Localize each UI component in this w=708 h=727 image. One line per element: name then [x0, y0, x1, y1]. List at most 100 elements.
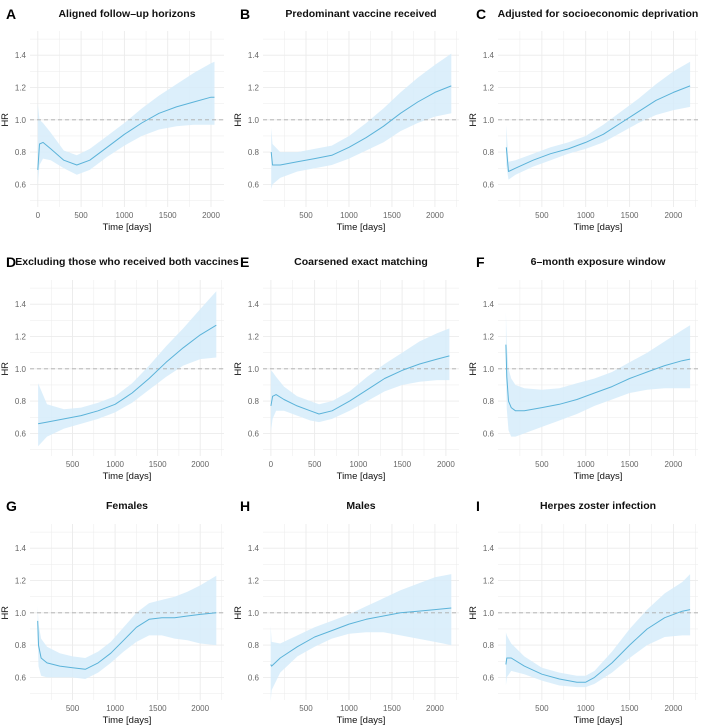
panel-a-ytick-label: 0.6 [15, 180, 27, 189]
panel-e-confidence-band [270, 328, 450, 432]
panel-i-ylabel: HR [468, 606, 479, 620]
panel-f: F 6–month exposure window 500 1000 1500 2000 0… [468, 254, 698, 482]
panel-f-confidence-band [505, 312, 691, 437]
panel-g-xtick-label: 500 [66, 704, 80, 713]
panel-d-xlabel: Time [days] [103, 471, 152, 482]
panel-i-xtick-label: 500 [535, 704, 549, 713]
panel-h-xtick-label: 1000 [340, 704, 358, 713]
panel-f-ytick-label: 1.4 [483, 300, 495, 309]
panel-h-hr-line [270, 607, 452, 667]
panel-d-xtick-label: 1500 [149, 460, 167, 469]
panel-i-xtick-label: 1000 [577, 704, 595, 713]
panel-i: I Herpes zoster infection 500 1000 1500 2000 0… [468, 498, 698, 726]
panel-b-xtick-label: 1500 [383, 211, 401, 220]
panel-h-title: Males [346, 500, 375, 512]
panel-f-xtick-label: 500 [535, 460, 549, 469]
panel-g-hr-line [37, 612, 217, 670]
panel-h: H Males 500 1000 1500 2000 0.6 0.8 1.0 1.2 1.4 Time… [233, 498, 459, 726]
panel-a-letter: A [6, 6, 16, 22]
panel-b-grid-minor [263, 31, 459, 207]
panel-i-hr-line [505, 609, 691, 683]
panel-f-ytick-label: 0.6 [483, 429, 495, 438]
panel-g-ytick-label: 1.4 [15, 544, 27, 553]
panel-g-xlabel: Time [days] [103, 715, 152, 726]
panel-b-ytick-label: 1.2 [248, 84, 260, 93]
panel-a-grid-minor [30, 31, 224, 207]
panel-c-xtick-label: 1500 [621, 211, 639, 220]
panel-d-ytick-label: 0.6 [15, 429, 27, 438]
panel-i-ytick-label: 0.8 [483, 641, 495, 650]
panel-f-xtick-label: 1000 [577, 460, 595, 469]
panel-h-ytick-label: 1.2 [248, 577, 260, 586]
panel-c-xtick-label: 500 [535, 211, 549, 220]
panel-e-ytick-label: 1.4 [248, 300, 260, 309]
panel-g-ytick-label: 1.0 [15, 609, 27, 618]
panel-e-ytick-label: 0.8 [248, 397, 260, 406]
panel-f-hr-line [505, 344, 691, 412]
panel-g-ytick-label: 0.6 [15, 673, 27, 682]
panel-e-xtick-label: 1500 [393, 460, 411, 469]
panel-e-ytick-label: 0.6 [248, 429, 260, 438]
panel-d-ytick-label: 0.8 [15, 397, 27, 406]
panel-a-xlabel: Time [days] [103, 222, 152, 233]
panel-b-ytick-label: 0.6 [248, 180, 260, 189]
panel-d-confidence-band [38, 291, 217, 447]
panel-h-ylabel: HR [233, 606, 244, 620]
panel-f-ytick-label: 1.2 [483, 333, 495, 342]
panel-g-xtick-label: 1500 [149, 704, 167, 713]
panel-i-ytick-label: 1.0 [483, 609, 495, 618]
panel-i-letter: I [476, 498, 480, 514]
panel-d-ytick-label: 1.0 [15, 365, 27, 374]
panel-h-letter: H [240, 498, 250, 514]
panel-f-xlabel: Time [days] [574, 471, 623, 482]
panel-i-xtick-label: 1500 [621, 704, 639, 713]
panel-b-title: Predominant vaccine received [285, 8, 436, 20]
panel-a-ylabel: HR [0, 113, 11, 127]
panel-h-ytick-label: 0.6 [248, 673, 260, 682]
panel-h-xtick-label: 1500 [383, 704, 401, 713]
panel-e-ytick-label: 1.2 [248, 333, 260, 342]
panel-g-ytick-label: 0.8 [15, 641, 27, 650]
panel-e-xtick-label: 2000 [437, 460, 455, 469]
panel-e-title: Coarsened exact matching [294, 256, 428, 268]
panel-g-ytick-label: 1.2 [15, 577, 27, 586]
panel-c: C Adjusted for socioeconomic deprivation 5… [468, 6, 698, 233]
panel-f-ytick-label: 0.8 [483, 397, 495, 406]
panel-g-ylabel: HR [0, 606, 11, 620]
panel-a-ytick-label: 1.2 [15, 84, 27, 93]
panel-d-letter: D [6, 254, 16, 270]
panel-f-xtick-label: 1500 [621, 460, 639, 469]
panel-e-xlabel: Time [days] [337, 471, 386, 482]
panel-d-ylabel: HR [0, 362, 11, 376]
panel-a-confidence-band [37, 61, 215, 185]
panel-c-ytick-label: 1.2 [483, 84, 495, 93]
panel-e: E Coarsened exact matching 0 500 1000 1500 200… [233, 254, 459, 482]
panel-c-ylabel: HR [468, 113, 479, 127]
panel-b-ylabel: HR [233, 113, 244, 127]
panel-h-ytick-label: 1.4 [248, 544, 260, 553]
panel-g-letter: G [6, 498, 17, 514]
panel-b-grid-major [263, 31, 459, 207]
panel-c-ytick-label: 0.6 [483, 180, 495, 189]
panel-b: B Predominant vaccine received 500 1000 1500… [233, 6, 459, 233]
panel-a-xtick-label: 0 [36, 211, 41, 220]
panel-h-xtick-label: 2000 [426, 704, 444, 713]
panel-h-ytick-label: 1.0 [248, 609, 260, 618]
panel-h-confidence-band [270, 574, 452, 702]
panel-b-ytick-label: 1.4 [248, 51, 260, 60]
panel-d-ytick-label: 1.2 [15, 333, 27, 342]
panel-d-xtick-label: 2000 [191, 460, 209, 469]
panel-f-ytick-label: 1.0 [483, 365, 495, 374]
panel-h-xlabel: Time [days] [337, 715, 386, 726]
panel-e-hr-line [270, 355, 450, 415]
panel-b-xtick-label: 2000 [426, 211, 444, 220]
panel-a-title: Aligned follow–up horizons [58, 8, 195, 20]
panel-i-xtick-label: 2000 [665, 704, 683, 713]
panel-b-xtick-label: 500 [299, 211, 313, 220]
panel-a-hr-line [37, 96, 215, 170]
panel-a-xtick-label: 500 [74, 211, 88, 220]
panel-d-ytick-label: 1.4 [15, 300, 27, 309]
panel-b-xtick-label: 1000 [340, 211, 358, 220]
panel-f-letter: F [476, 254, 485, 270]
